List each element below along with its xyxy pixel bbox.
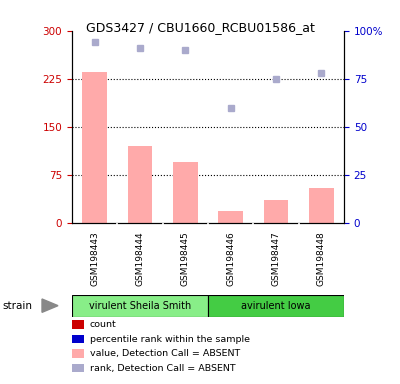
Text: avirulent Iowa: avirulent Iowa xyxy=(241,301,311,311)
Text: GDS3427 / CBU1660_RCBU01586_at: GDS3427 / CBU1660_RCBU01586_at xyxy=(86,21,314,34)
Text: rank, Detection Call = ABSENT: rank, Detection Call = ABSENT xyxy=(90,364,236,373)
Text: percentile rank within the sample: percentile rank within the sample xyxy=(90,334,250,344)
Text: GSM198444: GSM198444 xyxy=(136,231,144,286)
Text: GSM198448: GSM198448 xyxy=(317,231,326,286)
Text: strain: strain xyxy=(2,301,32,311)
Text: count: count xyxy=(90,320,117,329)
Bar xyxy=(128,146,152,223)
Text: value, Detection Call = ABSENT: value, Detection Call = ABSENT xyxy=(90,349,240,358)
Text: GSM198447: GSM198447 xyxy=(272,231,280,286)
Bar xyxy=(82,72,107,223)
Bar xyxy=(218,211,243,223)
Polygon shape xyxy=(42,299,58,312)
Text: GSM198443: GSM198443 xyxy=(90,231,99,286)
Bar xyxy=(208,295,344,317)
Text: GSM198446: GSM198446 xyxy=(226,231,235,286)
Bar xyxy=(264,200,288,223)
Text: virulent Sheila Smith: virulent Sheila Smith xyxy=(89,301,191,311)
Bar xyxy=(72,295,208,317)
Text: GSM198445: GSM198445 xyxy=(181,231,190,286)
Bar xyxy=(309,187,334,223)
Bar xyxy=(173,162,198,223)
